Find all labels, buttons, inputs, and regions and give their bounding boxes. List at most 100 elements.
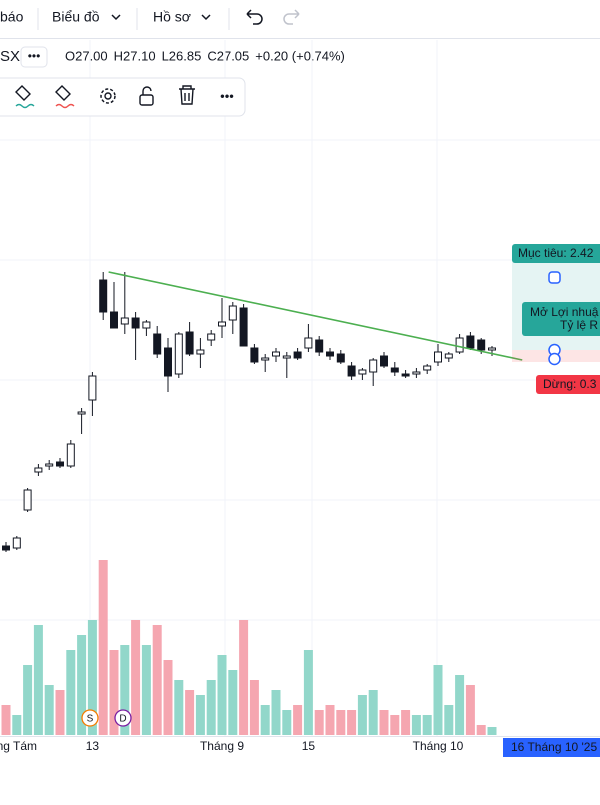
menu-item[interactable]: báo bbox=[0, 9, 24, 25]
candle-body bbox=[56, 461, 64, 467]
candle-body bbox=[434, 351, 442, 363]
volume-bar bbox=[433, 665, 443, 735]
candle-body bbox=[282, 355, 291, 359]
volume-bar bbox=[228, 670, 238, 735]
candle-body bbox=[99, 279, 108, 313]
redo[interactable] bbox=[283, 9, 300, 25]
crosshair-date-box bbox=[503, 738, 600, 757]
candle-body bbox=[369, 359, 378, 373]
volume-bar bbox=[487, 727, 497, 735]
chevron bbox=[111, 14, 121, 21]
volume-bar bbox=[217, 655, 227, 735]
volume-bar bbox=[44, 685, 54, 735]
candle-body bbox=[272, 351, 280, 357]
candle-body bbox=[477, 339, 486, 351]
volume-bar bbox=[401, 710, 411, 735]
volume-bar bbox=[239, 620, 249, 735]
candle-body bbox=[304, 337, 313, 349]
candle-body bbox=[326, 351, 334, 357]
candle-body bbox=[488, 347, 496, 351]
event-marker bbox=[81, 709, 99, 727]
candle-body bbox=[455, 337, 464, 353]
fill-icon[interactable] bbox=[15, 85, 31, 101]
candle-body bbox=[164, 347, 172, 377]
event-marker bbox=[114, 709, 132, 727]
volume-bar bbox=[174, 680, 184, 735]
undo[interactable] bbox=[246, 9, 263, 25]
color-line bbox=[55, 103, 75, 109]
settings-core bbox=[104, 92, 112, 100]
handle bbox=[548, 271, 561, 284]
volume-bar bbox=[98, 560, 108, 735]
volume-bar bbox=[390, 715, 400, 735]
candle-body bbox=[390, 367, 399, 373]
volume-bar bbox=[325, 705, 335, 735]
candle-body bbox=[110, 311, 118, 329]
candle-body bbox=[131, 317, 140, 329]
lock-shackle bbox=[142, 86, 152, 95]
candle-body bbox=[45, 463, 54, 467]
candle-body bbox=[347, 365, 356, 377]
candle-body bbox=[88, 375, 97, 401]
handle bbox=[548, 352, 561, 366]
candle-body bbox=[120, 317, 129, 325]
more-dots: ••• bbox=[28, 49, 41, 63]
volume-bar bbox=[444, 705, 454, 735]
x-tick-label: 13 bbox=[86, 739, 100, 753]
volume-bar bbox=[271, 690, 281, 735]
more-dots[interactable]: ••• bbox=[220, 88, 234, 103]
toolbar bbox=[0, 0, 600, 38]
volume-bar bbox=[314, 710, 324, 735]
stop-label: Dừng: 0.3 bbox=[543, 377, 597, 391]
volume-bar bbox=[152, 625, 162, 735]
candle-body bbox=[412, 371, 421, 375]
menu-item[interactable]: Biểu đồ bbox=[52, 9, 100, 25]
trendline bbox=[108, 271, 523, 361]
symbol[interactable]: SX bbox=[0, 48, 20, 65]
candle-body bbox=[185, 331, 194, 355]
color-line bbox=[15, 103, 35, 109]
candle-body bbox=[207, 333, 216, 341]
volume-bar bbox=[293, 705, 303, 735]
candle-body bbox=[315, 339, 324, 353]
volume-bar bbox=[282, 710, 292, 735]
event-label: S bbox=[87, 714, 94, 725]
volume-bar bbox=[1, 705, 11, 735]
candle-body bbox=[218, 321, 226, 327]
candle-body bbox=[293, 351, 302, 359]
lock[interactable] bbox=[139, 94, 154, 106]
candle-body bbox=[239, 307, 248, 347]
candle-body bbox=[401, 373, 410, 377]
volume-bar bbox=[260, 705, 270, 735]
x-tick-label: Tháng 10 bbox=[413, 739, 464, 753]
volume-bar bbox=[55, 690, 65, 735]
more[interactable] bbox=[20, 46, 48, 68]
volume-bar bbox=[87, 620, 97, 735]
legend-value: O27.00 bbox=[65, 48, 108, 63]
candle-body bbox=[12, 537, 21, 549]
volume-bar bbox=[131, 620, 141, 735]
volume-bar bbox=[368, 690, 378, 735]
candle-body bbox=[466, 335, 475, 349]
delete[interactable] bbox=[179, 85, 195, 105]
drawing-toolbar bbox=[0, 77, 246, 117]
volume-bar bbox=[422, 715, 432, 735]
fill-icon[interactable] bbox=[55, 85, 71, 101]
legend-value: L26.85 bbox=[162, 48, 202, 63]
legend-value: H27.10 bbox=[114, 48, 156, 63]
menu-item[interactable]: Hồ sơ bbox=[153, 9, 191, 25]
volume-bar bbox=[249, 680, 259, 735]
info-line: Tỷ lệ R bbox=[560, 318, 598, 332]
chevron bbox=[201, 14, 211, 21]
settings[interactable] bbox=[100, 88, 116, 104]
x-tick-label: ng Tám bbox=[0, 739, 37, 753]
candle-body bbox=[66, 443, 75, 467]
candle-body bbox=[174, 333, 183, 375]
ohlc-legend: O27.00 H27.10 L26.85 C27.05 +0.20 (+0.74%) bbox=[65, 48, 345, 63]
volume-bar bbox=[23, 665, 33, 735]
candle-body bbox=[444, 353, 453, 359]
candle-body bbox=[142, 321, 151, 329]
volume-bar bbox=[303, 650, 313, 735]
volume-bar bbox=[66, 650, 76, 735]
